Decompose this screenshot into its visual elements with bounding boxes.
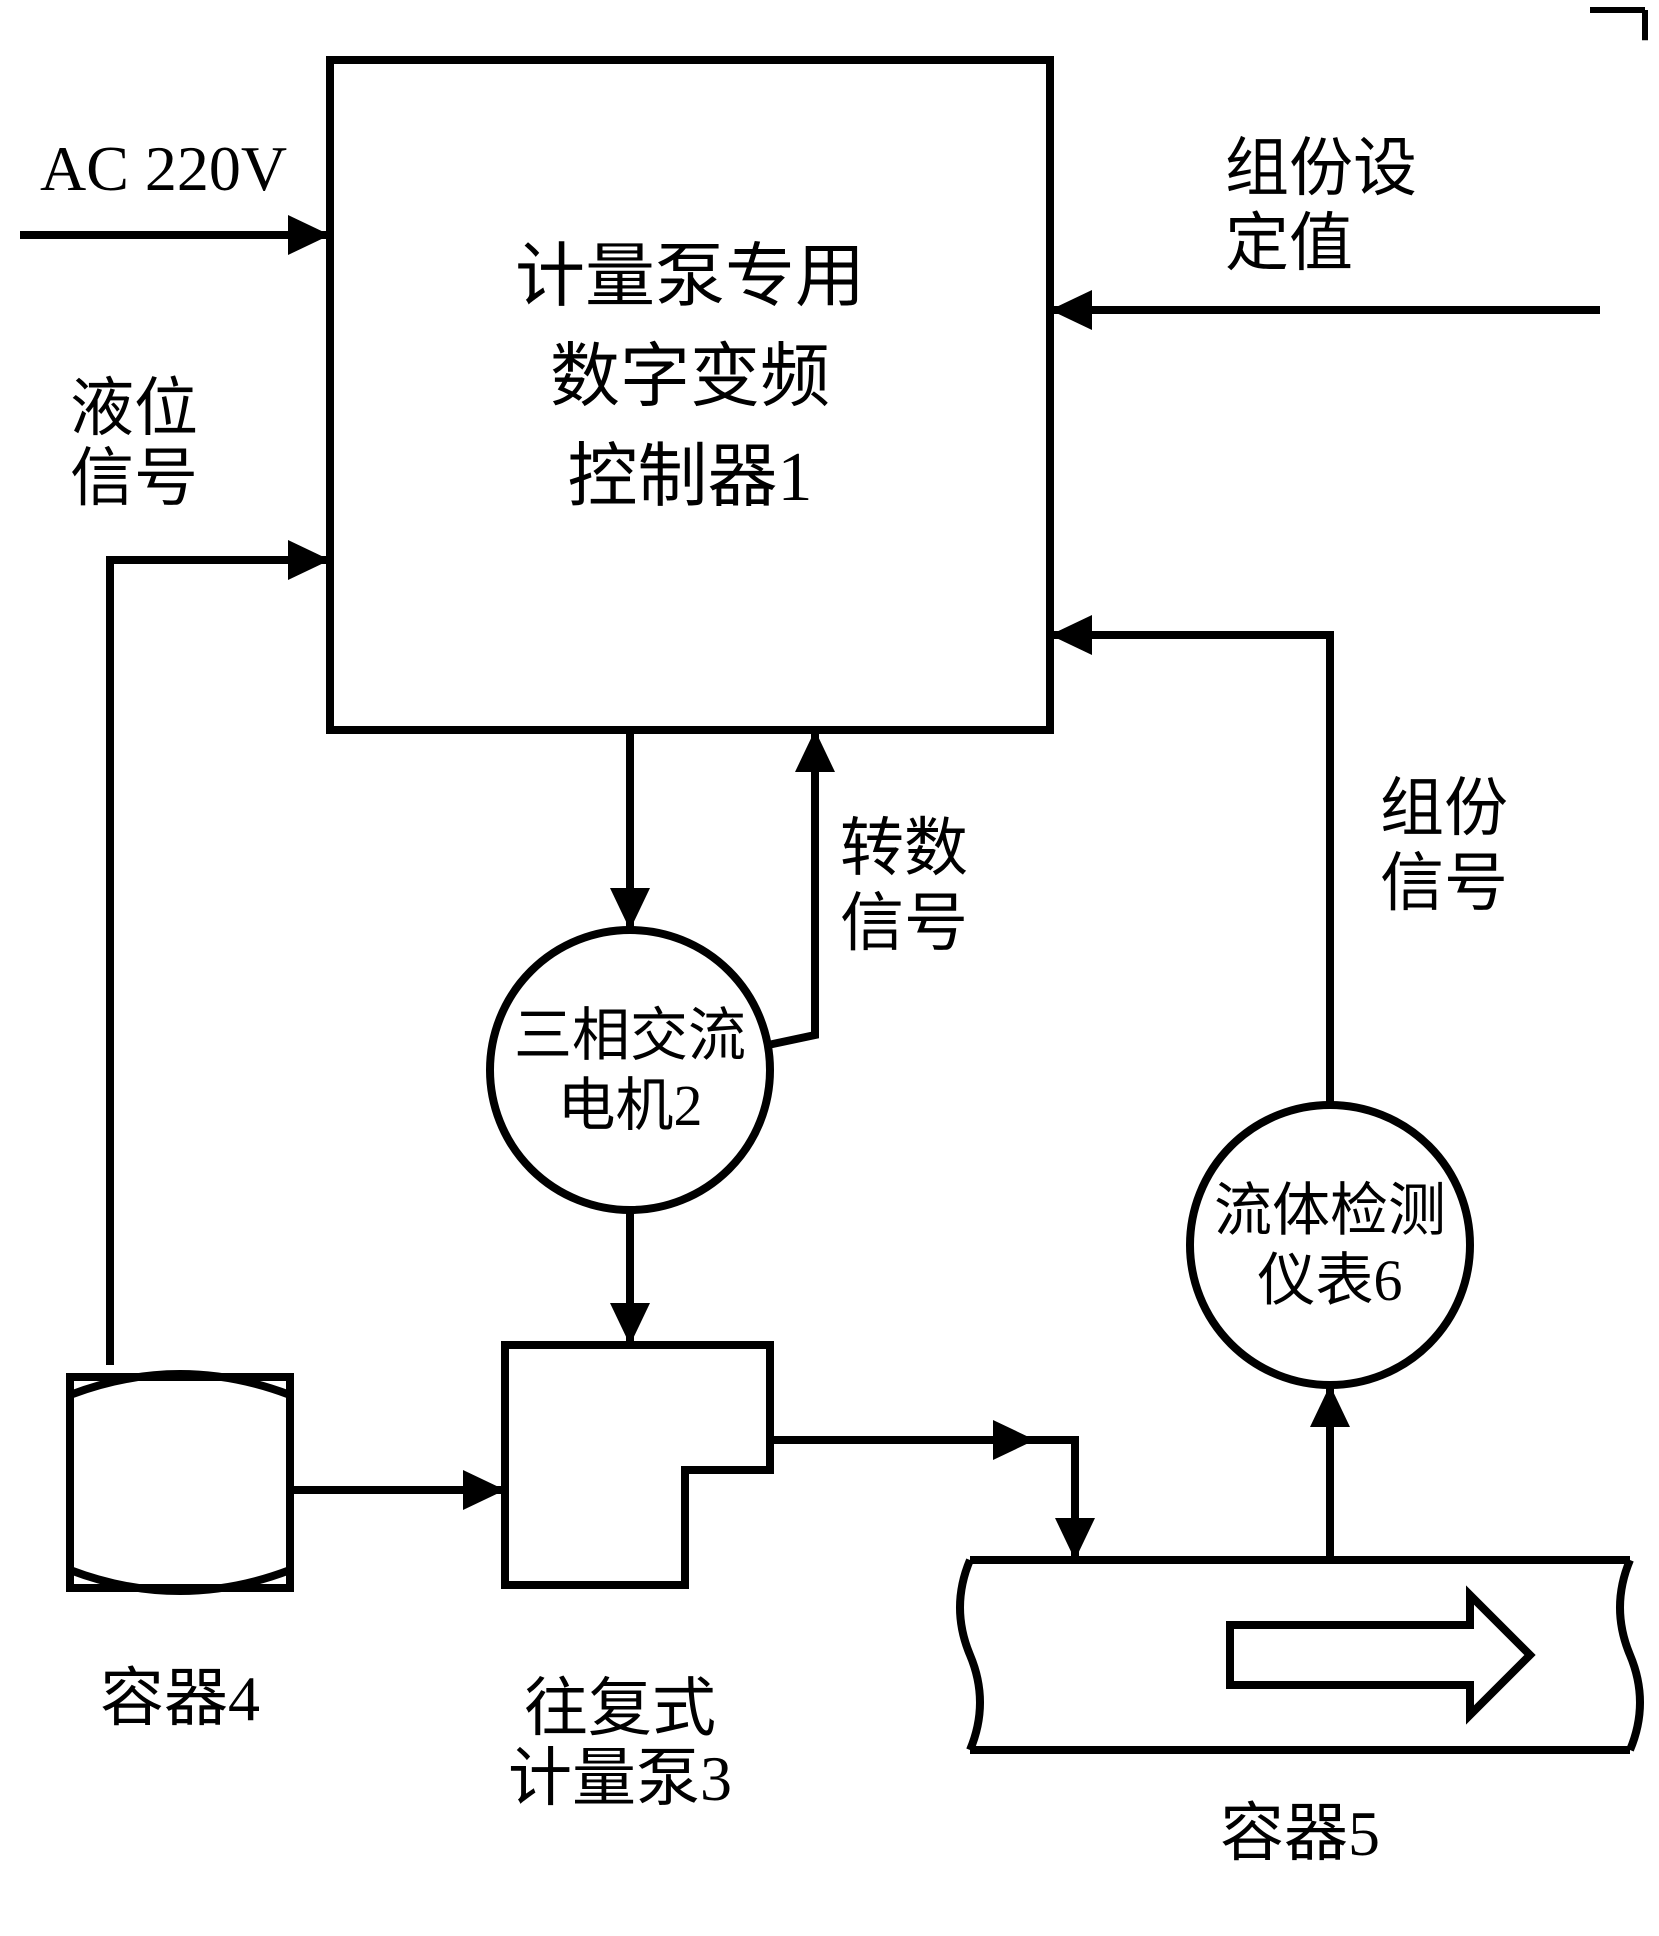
svg-text:往复式: 往复式 bbox=[524, 1673, 716, 1744]
svg-text:计量泵3: 计量泵3 bbox=[508, 1743, 732, 1814]
svg-text:数字变频: 数字变频 bbox=[550, 339, 830, 416]
svg-text:信号: 信号 bbox=[70, 443, 198, 514]
svg-text:转数: 转数 bbox=[840, 813, 968, 884]
svg-text:AC 220V: AC 220V bbox=[40, 133, 287, 204]
svg-text:三相交流: 三相交流 bbox=[514, 1003, 746, 1068]
svg-text:容器4: 容器4 bbox=[100, 1663, 260, 1734]
svg-text:液位: 液位 bbox=[70, 373, 198, 444]
svg-text:组份设: 组份设 bbox=[1225, 133, 1417, 204]
svg-text:定值: 定值 bbox=[1225, 208, 1353, 279]
svg-text:仪表6: 仪表6 bbox=[1257, 1248, 1402, 1313]
svg-text:计量泵专用: 计量泵专用 bbox=[515, 239, 865, 316]
svg-text:流体检测: 流体检测 bbox=[1214, 1178, 1446, 1243]
svg-text:电机2: 电机2 bbox=[557, 1073, 702, 1138]
svg-text:信号: 信号 bbox=[840, 888, 968, 959]
motor-node bbox=[490, 930, 770, 1210]
svg-text:组份: 组份 bbox=[1380, 773, 1508, 844]
svg-text:信号: 信号 bbox=[1380, 848, 1508, 919]
svg-text:控制器1: 控制器1 bbox=[568, 439, 813, 516]
svg-text:容器5: 容器5 bbox=[1220, 1798, 1380, 1869]
sensor-node bbox=[1190, 1105, 1470, 1385]
